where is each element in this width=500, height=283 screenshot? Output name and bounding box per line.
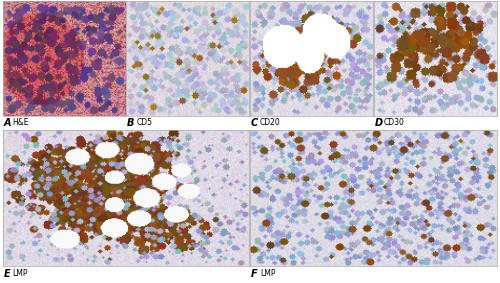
Text: H&E: H&E (12, 118, 29, 127)
Text: B: B (127, 118, 134, 128)
Text: D: D (375, 118, 383, 128)
Text: A: A (4, 118, 11, 128)
Text: C: C (251, 118, 258, 128)
Text: F: F (251, 269, 258, 279)
Text: LMP: LMP (260, 269, 276, 278)
Text: LMP: LMP (12, 269, 28, 278)
Text: CD5: CD5 (136, 118, 152, 127)
Text: CD30: CD30 (384, 118, 404, 127)
Text: CD20: CD20 (260, 118, 281, 127)
Text: E: E (4, 269, 10, 279)
